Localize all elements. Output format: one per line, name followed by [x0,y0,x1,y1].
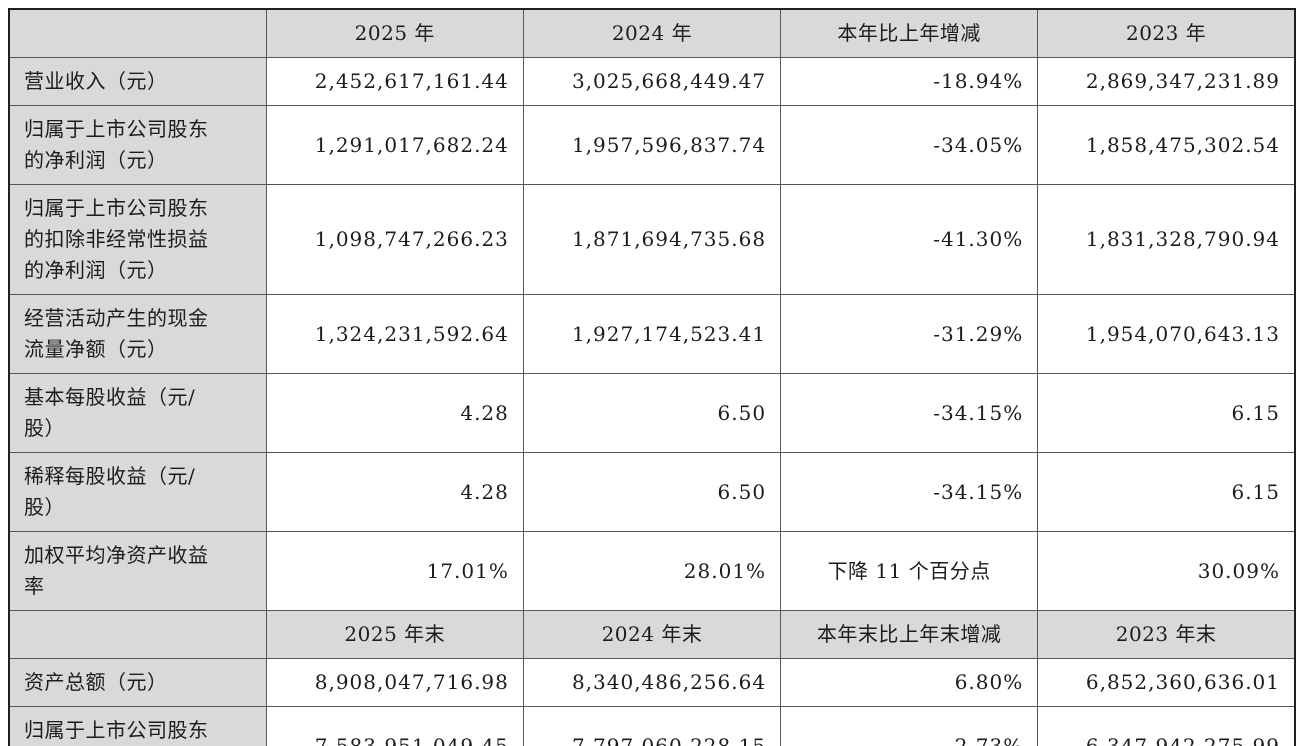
cell-prior: 1,927,174,523.41 [522,294,782,374]
cell-prior: 7,797,060,228.15 [522,706,782,746]
header-corner-cell [8,610,267,659]
cell-change: -34.15% [780,373,1039,453]
cell-current: 1,291,017,682.24 [265,105,524,185]
cell-change: -41.30% [780,184,1039,295]
cell-prior: 1,871,694,735.68 [522,184,782,295]
table-row: 稀释每股收益（元/股） 4.28 6.50 -34.15% 6.15 [8,452,1296,532]
column-header: 2025 年 [265,8,524,58]
cell-prior: 28.01% [522,531,782,611]
table-row: 归属于上市公司股东的扣除非经常性损益的净利润（元） 1,098,747,266.2… [8,184,1296,295]
cell-prior2: 6.15 [1037,373,1296,453]
table-row: 经营活动产生的现金流量净额（元） 1,324,231,592.64 1,927,17… [8,294,1296,374]
table-row: 加权平均净资产收益率 17.01% 28.01% 下降 11 个百分点 30.09% [8,531,1296,611]
cell-change: 6.80% [780,658,1039,707]
row-label: 基本每股收益（元/股） [8,373,267,453]
cell-prior: 6.50 [522,452,782,532]
cell-prior2: 1,831,328,790.94 [1037,184,1296,295]
cell-prior2: 6,347,942,275.99 [1037,706,1296,746]
cell-change: -34.05% [780,105,1039,185]
cell-current: 2,452,617,161.44 [265,57,524,106]
row-label: 营业收入（元） [8,57,267,106]
row-label: 归属于上市公司股东的净资产（元） [8,706,267,746]
row-label-text: 稀释每股收益（元/股） [24,464,196,519]
cell-change: -34.15% [780,452,1039,532]
cell-change: -31.29% [780,294,1039,374]
cell-current: 1,098,747,266.23 [265,184,524,295]
cell-prior2: 30.09% [1037,531,1296,611]
row-label: 归属于上市公司股东的净利润（元） [8,105,267,185]
cell-prior2: 1,954,070,643.13 [1037,294,1296,374]
header-row-2: 2025 年末 2024 年末 本年末比上年末增减 2023 年末 [8,610,1296,659]
header-corner-cell [8,8,267,58]
cell-current: 7,583,951,049.45 [265,706,524,746]
cell-prior: 1,957,596,837.74 [522,105,782,185]
row-label-text: 营业收入（元） [24,69,168,93]
column-header: 本年比上年增减 [780,8,1039,58]
column-header: 2024 年末 [522,610,782,659]
financial-summary-table: 2025 年 2024 年本年比上年增减 2023 年营业收入（元） 2,452,61… [8,8,1296,746]
cell-prior: 6.50 [522,373,782,453]
row-label-text: 归属于上市公司股东的扣除非经常性损益的净利润（元） [24,196,209,282]
row-label-text: 加权平均净资产收益率 [24,543,209,598]
table-row: 资产总额（元） 8,908,047,716.98 8,340,486,256.64 6… [8,658,1296,707]
row-label: 经营活动产生的现金流量净额（元） [8,294,267,374]
column-header: 2023 年末 [1037,610,1296,659]
column-header: 2024 年 [522,8,782,58]
column-header: 本年末比上年末增减 [780,610,1039,659]
row-label: 加权平均净资产收益率 [8,531,267,611]
row-label-text: 资产总额（元） [24,670,168,694]
cell-change: -2.73% [780,706,1039,746]
table-row: 营业收入（元） 2,452,617,161.44 3,025,668,449.47-… [8,57,1296,106]
table-row: 归属于上市公司股东的净资产（元） 7,583,951,049.457,797,06… [8,706,1296,746]
cell-current: 4.28 [265,373,524,453]
cell-prior2: 2,869,347,231.89 [1037,57,1296,106]
row-label-text: 归属于上市公司股东的净利润（元） [24,117,209,172]
cell-change: 下降 11 个百分点 [780,531,1039,611]
cell-current: 17.01% [265,531,524,611]
table-row: 基本每股收益（元/股） 4.28 6.50 -34.15% 6.15 [8,373,1296,453]
row-label-text: 经营活动产生的现金流量净额（元） [24,306,209,361]
row-label-text: 基本每股收益（元/股） [24,385,196,440]
cell-current: 1,324,231,592.64 [265,294,524,374]
cell-prior2: 6,852,360,636.01 [1037,658,1296,707]
column-header: 2023 年 [1037,8,1296,58]
cell-current: 4.28 [265,452,524,532]
row-label: 资产总额（元） [8,658,267,707]
column-header: 2025 年末 [265,610,524,659]
cell-prior2: 6.15 [1037,452,1296,532]
cell-change: -18.94% [780,57,1039,106]
cell-prior: 8,340,486,256.64 [522,658,782,707]
cell-prior2: 1,858,475,302.54 [1037,105,1296,185]
table-row: 归属于上市公司股东的净利润（元） 1,291,017,682.24 1,957,59… [8,105,1296,185]
header-row-1: 2025 年 2024 年本年比上年增减 2023 年 [8,8,1296,58]
row-label: 归属于上市公司股东的扣除非经常性损益的净利润（元） [8,184,267,295]
cell-prior: 3,025,668,449.47 [522,57,782,106]
row-label: 稀释每股收益（元/股） [8,452,267,532]
cell-current: 8,908,047,716.98 [265,658,524,707]
row-label-text: 归属于上市公司股东的净资产（元） [24,718,209,742]
